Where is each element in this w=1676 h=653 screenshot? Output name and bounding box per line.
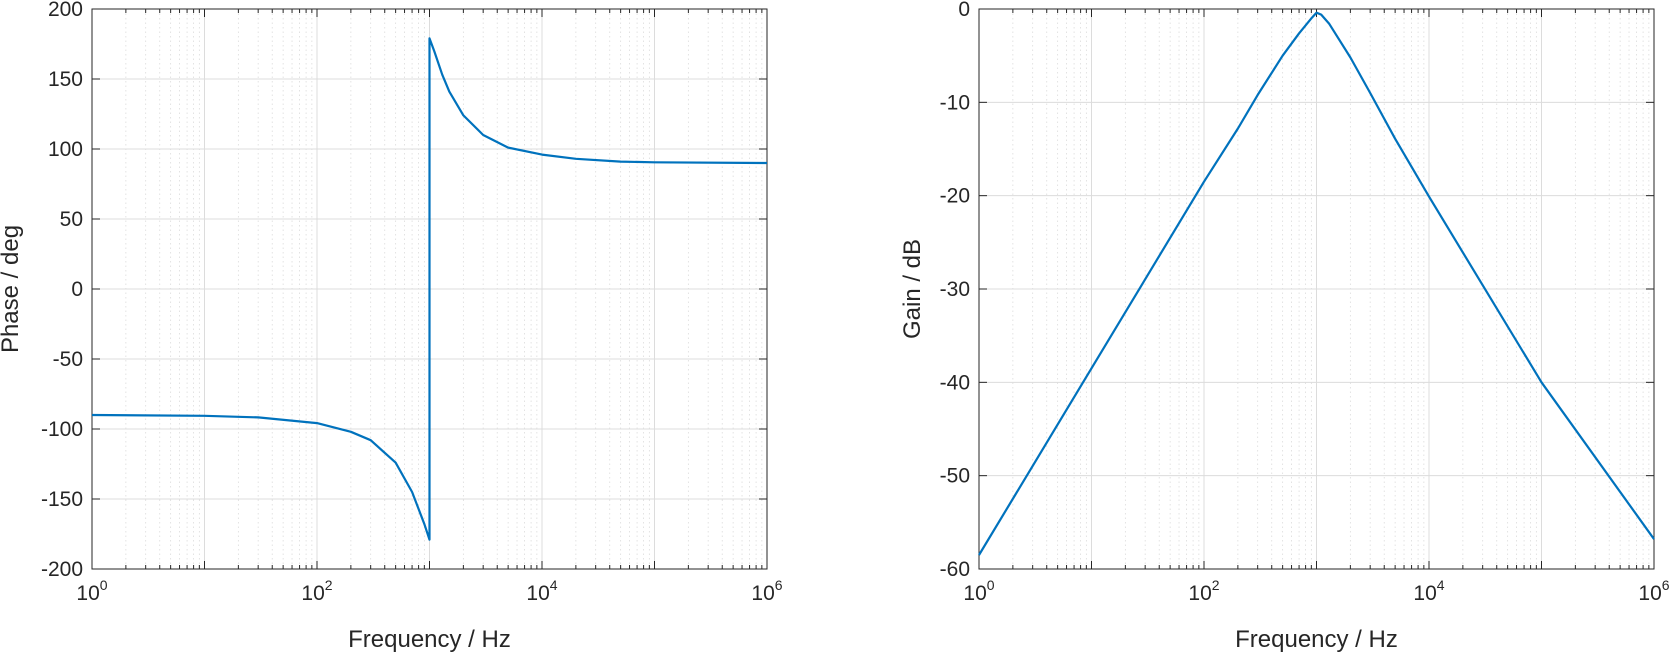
phase-chart: 100 102 104 106 200 150 100 50 0 -50 -100 -150 -200 F…	[0, 0, 783, 653]
gain-x-tick-label: 102	[1188, 577, 1219, 605]
phase-x-tick-label: 106	[751, 577, 782, 605]
phase-y-tick-label: -50	[53, 348, 83, 371]
gain-x-axis-label: Frequency / Hz	[1235, 626, 1398, 653]
gain-x-tick-label: 106	[1638, 577, 1669, 605]
gain-y-axis-label: Gain / dB	[899, 239, 926, 339]
phase-y-axis-label: Phase / deg	[0, 225, 24, 353]
phase-y-tick-label: 150	[48, 68, 83, 91]
gain-y-tick-label: -40	[940, 371, 970, 394]
gain-y-tick-label: 0	[958, 0, 970, 21]
phase-y-tick-label: 50	[60, 208, 83, 231]
phase-x-tick-label: 102	[301, 577, 332, 605]
gain-y-tick-label: -60	[940, 558, 970, 581]
gain-chart: 100 102 104 106 0 -10 -20 -30 -40 -50 -60 Frequency…	[899, 0, 1670, 653]
gain-series-line	[978, 11, 1655, 556]
phase-series-line	[91, 37, 768, 541]
gain-y-tick-label: -20	[940, 185, 970, 208]
phase-x-tick-label: 104	[526, 577, 557, 605]
phase-y-tick-label: 200	[48, 0, 83, 21]
phase-x-tick-label: 100	[76, 577, 107, 605]
gain-y-tick-label: -50	[940, 465, 970, 488]
gain-x-tick-label: 100	[963, 577, 994, 605]
gain-x-tick-label: 104	[1413, 577, 1444, 605]
phase-y-tick-label: 0	[71, 278, 83, 301]
phase-y-tick-label: -100	[41, 418, 83, 441]
phase-y-tick-label: 100	[48, 138, 83, 161]
phase-y-tick-label: -150	[41, 488, 83, 511]
phase-y-tick-label: -200	[41, 558, 83, 581]
phase-x-axis-label: Frequency / Hz	[348, 626, 511, 653]
gain-y-tick-label: -10	[940, 91, 970, 114]
gain-y-tick-label: -30	[940, 278, 970, 301]
